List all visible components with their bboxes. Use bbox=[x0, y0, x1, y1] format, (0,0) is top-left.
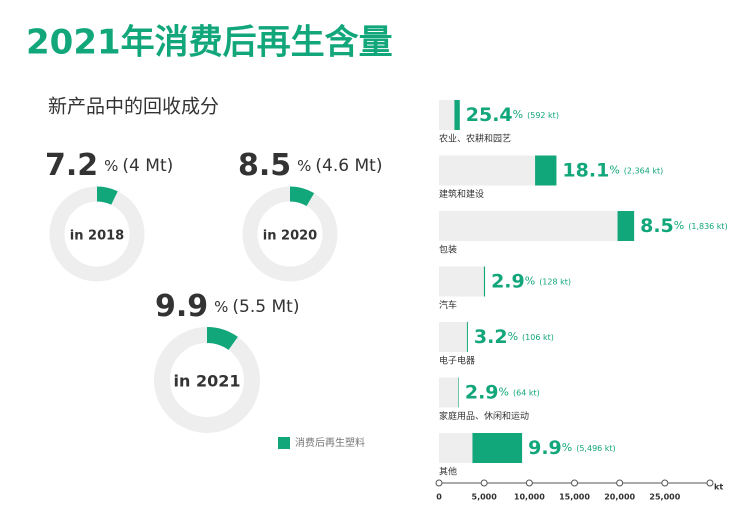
share-value: 18.1 bbox=[562, 159, 609, 181]
category-label: 农业、农耕和园艺 bbox=[439, 133, 511, 145]
subtitle: 新产品中的回收成分 bbox=[48, 96, 219, 118]
share-unit: % bbox=[513, 108, 523, 121]
total-bar bbox=[439, 211, 635, 241]
x-tick-label: 0 bbox=[436, 493, 442, 502]
title: 2021年消费后再生含量 bbox=[26, 23, 393, 63]
recycled-bar bbox=[454, 100, 460, 130]
amount-label: (4 Mt) bbox=[122, 156, 173, 176]
recycled-bar bbox=[535, 155, 557, 186]
donut-label: 7.2% (4 Mt) bbox=[45, 148, 173, 183]
legend-label: 消费后再生塑料 bbox=[295, 436, 365, 449]
amount-label: (5.5 Mt) bbox=[232, 297, 299, 317]
x-tick-label: 10,000 bbox=[514, 493, 545, 502]
percent-value: 9.9 bbox=[155, 289, 208, 324]
tick-mark bbox=[525, 479, 533, 487]
amount-label: (64 kt) bbox=[513, 388, 540, 397]
total-bar bbox=[439, 322, 468, 352]
x-axis-label: kt bbox=[714, 483, 723, 492]
category-label: 电子电器 bbox=[439, 355, 475, 367]
share-label: 8.5% (1,836 kt) bbox=[640, 215, 728, 237]
category-label: 其他 bbox=[439, 466, 457, 478]
recycled-bar bbox=[472, 433, 523, 463]
share-label: 9.9% (5,496 kt) bbox=[528, 437, 616, 459]
x-tick-label: 20,000 bbox=[604, 493, 635, 502]
donut-arc bbox=[289, 186, 315, 207]
share-label: 25.4% (592 kt) bbox=[466, 104, 559, 126]
share-label: 2.9% (64 kt) bbox=[465, 381, 540, 403]
donut-label: 8.5% (4.6 Mt) bbox=[238, 148, 382, 183]
amount-label: (4.6 Mt) bbox=[315, 156, 382, 176]
percent-value: 7.2 bbox=[45, 148, 98, 183]
donut-label: 9.9% (5.5 Mt) bbox=[155, 289, 299, 324]
tick-mark bbox=[571, 479, 578, 487]
percent-unit: % bbox=[104, 157, 118, 175]
donut-year: in 2020 bbox=[263, 229, 317, 244]
share-label: 2.9% (128 kt) bbox=[491, 270, 571, 292]
x-tick-label: 25,000 bbox=[649, 493, 680, 502]
category-label: 建筑和建设 bbox=[439, 188, 484, 200]
total-bar bbox=[439, 266, 486, 297]
category-label: 汽车 bbox=[439, 299, 457, 311]
share-label: 18.1% (2,364 kt) bbox=[562, 159, 663, 181]
recycled-bar bbox=[458, 377, 459, 408]
amount-label: (1,836 kt) bbox=[688, 222, 727, 231]
category-label: 家庭用品、休闲和运动 bbox=[439, 410, 529, 422]
amount-label: (592 kt) bbox=[527, 111, 559, 120]
amount-label: (128 kt) bbox=[539, 277, 571, 286]
recycled-bar bbox=[466, 322, 468, 352]
share-unit: % bbox=[508, 330, 518, 343]
recycled-bar bbox=[483, 266, 486, 297]
tick-mark bbox=[616, 479, 624, 487]
share-value: 25.4 bbox=[466, 104, 513, 126]
share-label: 3.2% (106 kt) bbox=[474, 326, 554, 348]
percent-value: 8.5 bbox=[238, 148, 291, 183]
donut-arc bbox=[206, 327, 238, 351]
share-unit: % bbox=[609, 164, 619, 177]
tick-mark bbox=[435, 479, 443, 487]
x-tick-label: 15,000 bbox=[559, 493, 590, 502]
tick-mark bbox=[661, 479, 669, 487]
share-value: 2.9 bbox=[465, 381, 499, 403]
share-value: 8.5 bbox=[640, 215, 674, 237]
percent-unit: % bbox=[297, 157, 311, 175]
share-unit: % bbox=[674, 219, 684, 232]
amount-label: (5,496 kt) bbox=[576, 444, 615, 453]
donut-year: in 2021 bbox=[174, 372, 241, 391]
amount-label: (106 kt) bbox=[522, 333, 554, 342]
axis-end bbox=[706, 479, 714, 487]
share-unit: % bbox=[525, 275, 535, 288]
share-unit: % bbox=[499, 386, 509, 399]
share-unit: % bbox=[562, 441, 572, 454]
share-value: 9.9 bbox=[528, 437, 562, 459]
legend-swatch bbox=[278, 437, 290, 449]
share-value: 2.9 bbox=[491, 270, 525, 292]
recycled-bar bbox=[617, 211, 635, 241]
tick-mark bbox=[480, 479, 488, 487]
donut-arc bbox=[96, 186, 118, 205]
x-tick-label: 5,000 bbox=[472, 493, 498, 502]
donut-year: in 2018 bbox=[70, 229, 124, 244]
category-label: 包装 bbox=[439, 244, 457, 256]
share-value: 3.2 bbox=[474, 326, 508, 348]
percent-unit: % bbox=[214, 298, 228, 316]
amount-label: (2,364 kt) bbox=[624, 166, 663, 175]
total-bar bbox=[439, 377, 459, 408]
